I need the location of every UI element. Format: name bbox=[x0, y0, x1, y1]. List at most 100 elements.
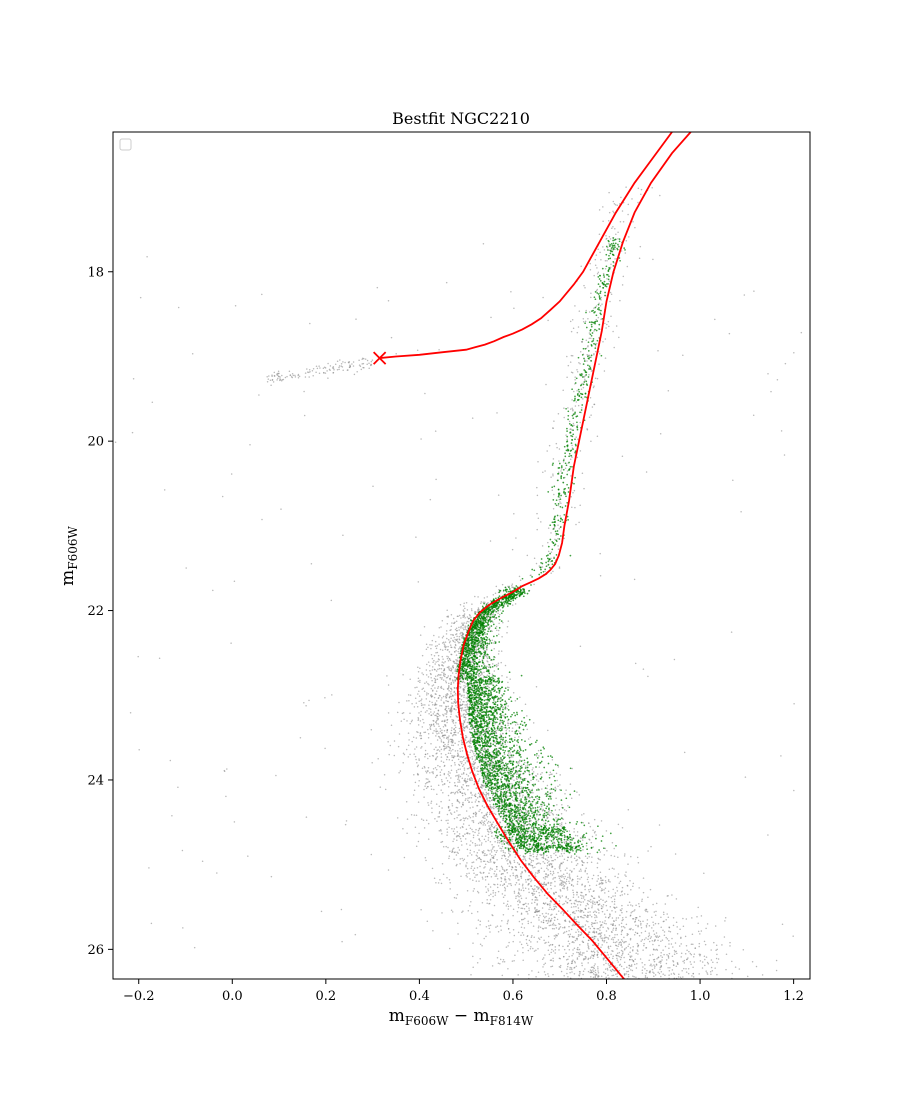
observed-star-point bbox=[488, 686, 490, 689]
observed-star-point bbox=[445, 680, 447, 682]
observed-star-point bbox=[589, 852, 591, 855]
observed-star-point bbox=[451, 622, 453, 624]
observed-star-point bbox=[573, 827, 575, 830]
observed-star-point bbox=[539, 926, 542, 928]
observed-star-point bbox=[596, 901, 598, 903]
observed-star-point bbox=[612, 922, 614, 925]
observed-star-point bbox=[457, 800, 460, 803]
observed-star-point bbox=[529, 830, 531, 832]
observed-star-point bbox=[457, 755, 460, 757]
observed-star-point bbox=[411, 740, 413, 743]
observed-star-point bbox=[620, 933, 623, 936]
observed-star-point bbox=[491, 639, 494, 641]
observed-star-point bbox=[447, 740, 450, 742]
observed-star-point bbox=[471, 801, 473, 803]
observed-star-point bbox=[654, 939, 656, 942]
observed-star-point bbox=[502, 868, 504, 870]
observed-star-point bbox=[447, 773, 449, 775]
observed-star-point bbox=[640, 924, 642, 926]
observed-star-point bbox=[578, 923, 580, 926]
observed-star-point bbox=[427, 767, 430, 769]
observed-star-point bbox=[650, 963, 652, 965]
observed-star-point bbox=[454, 729, 457, 732]
observed-star-point bbox=[504, 829, 507, 832]
observed-star-point bbox=[706, 961, 709, 964]
observed-star-point bbox=[553, 905, 555, 908]
observed-star-point bbox=[521, 923, 524, 925]
observed-star-point bbox=[519, 941, 521, 943]
observed-star-point bbox=[734, 966, 737, 968]
observed-star-point bbox=[653, 972, 655, 974]
observed-star-point bbox=[451, 727, 453, 729]
observed-star-point bbox=[536, 886, 538, 888]
observed-star-point bbox=[441, 649, 444, 651]
observed-star-point bbox=[642, 920, 644, 923]
observed-star-point bbox=[413, 789, 416, 792]
observed-star-point bbox=[440, 789, 442, 791]
observed-star-point bbox=[654, 949, 656, 951]
observed-star-point bbox=[642, 949, 644, 951]
observed-star-point bbox=[666, 953, 668, 956]
observed-star-point bbox=[686, 949, 688, 951]
observed-star-point bbox=[476, 961, 479, 964]
observed-star-point bbox=[466, 876, 468, 878]
observed-star-point bbox=[436, 730, 439, 732]
observed-star-point bbox=[554, 868, 556, 870]
observed-star-point bbox=[654, 922, 657, 925]
observed-star-point bbox=[513, 890, 516, 893]
observed-star-point bbox=[423, 626, 426, 628]
observed-star-point bbox=[455, 775, 457, 777]
observed-star-point bbox=[658, 935, 661, 937]
observed-star-point bbox=[659, 966, 662, 969]
observed-star-point bbox=[441, 664, 443, 666]
observed-star-point bbox=[682, 917, 684, 920]
observed-star-point bbox=[577, 916, 579, 918]
observed-star-point bbox=[550, 856, 553, 859]
observed-star-point bbox=[485, 648, 488, 651]
observed-star-point bbox=[478, 844, 481, 846]
observed-star-point bbox=[507, 928, 510, 930]
observed-star-point bbox=[697, 906, 699, 909]
observed-star-point bbox=[614, 895, 616, 897]
observed-star-point bbox=[521, 932, 524, 934]
observed-star-point bbox=[485, 854, 487, 857]
observed-star-point bbox=[456, 800, 459, 802]
observed-star-point bbox=[566, 965, 569, 968]
observed-star-point bbox=[414, 781, 417, 784]
observed-star-point bbox=[405, 748, 408, 751]
observed-star-point bbox=[652, 930, 655, 932]
observed-star-point bbox=[584, 914, 587, 917]
observed-star-point bbox=[692, 966, 694, 968]
observed-star-point bbox=[497, 845, 500, 847]
observed-star-point bbox=[551, 813, 554, 815]
observed-star-point bbox=[497, 612, 499, 614]
observed-star-point bbox=[452, 744, 455, 747]
observed-star-point bbox=[657, 971, 659, 973]
observed-star-point bbox=[491, 757, 494, 760]
observed-star-point bbox=[450, 633, 452, 636]
observed-star-point bbox=[541, 843, 544, 846]
observed-star-point bbox=[635, 976, 637, 979]
observed-star-point bbox=[668, 939, 670, 942]
observed-star-point bbox=[542, 855, 545, 857]
observed-star-point bbox=[428, 704, 430, 706]
observed-star-point bbox=[446, 711, 448, 714]
observed-star-point bbox=[584, 870, 586, 873]
observed-star-point bbox=[454, 647, 456, 649]
observed-star-point bbox=[485, 781, 488, 783]
observed-star-point bbox=[449, 812, 452, 814]
observed-star-point bbox=[486, 811, 489, 814]
observed-star-point bbox=[575, 910, 578, 912]
observed-star-point bbox=[531, 892, 533, 895]
observed-star-point bbox=[563, 974, 565, 977]
observed-star-point bbox=[636, 942, 639, 945]
observed-star-point bbox=[501, 674, 503, 677]
observed-star-point bbox=[455, 715, 457, 717]
observed-star-point bbox=[584, 869, 587, 872]
observed-star-point bbox=[451, 720, 454, 723]
observed-star-point bbox=[690, 953, 693, 956]
observed-star-point bbox=[470, 749, 472, 751]
observed-star-point bbox=[448, 879, 451, 881]
observed-star-point bbox=[504, 876, 506, 878]
observed-star-point bbox=[652, 903, 654, 906]
